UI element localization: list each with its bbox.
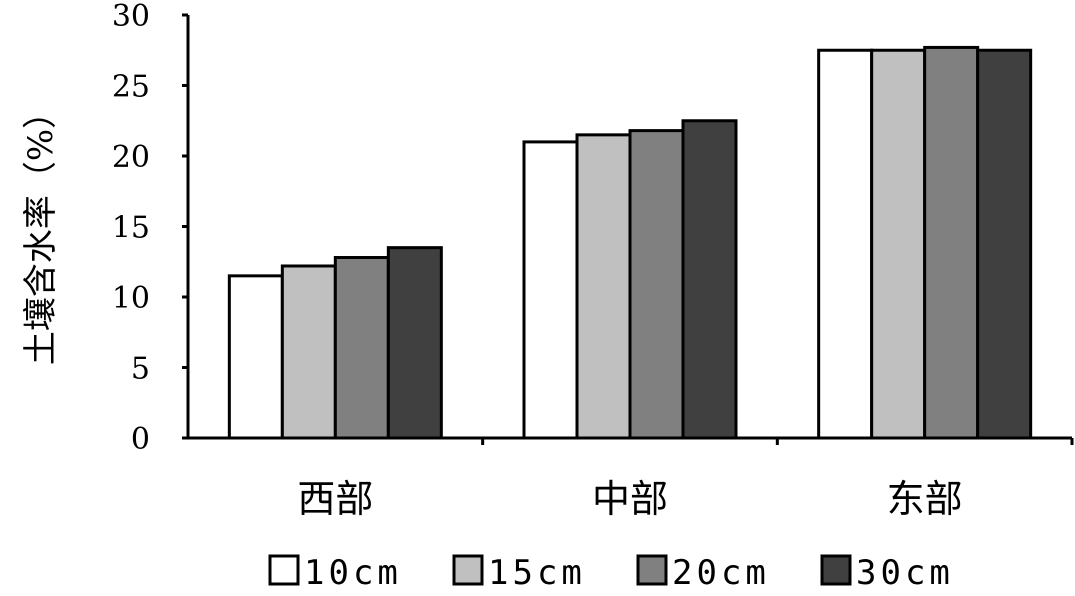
y-tick-label: 5 (131, 352, 150, 387)
legend-swatch-15cm (452, 554, 484, 586)
x-labels-group: 西部 中部 东部 (297, 477, 962, 521)
bar-10cm-2 (817, 48, 874, 440)
y-tick-label: 10 (112, 281, 150, 316)
y-tick-label: 20 (112, 140, 150, 175)
x-category-label: 东部 (887, 477, 963, 521)
bar-20cm-1 (628, 129, 685, 440)
legend-label-10cm: 10cm (304, 553, 402, 593)
y-ticks-group: 0 5 10 15 20 25 30 (112, 0, 188, 457)
bar-30cm-0 (386, 246, 443, 440)
y-tick-label: 0 (131, 422, 150, 457)
legend-label-30cm: 30cm (856, 553, 954, 593)
legend-swatch-30cm (820, 554, 852, 586)
bars-group (227, 45, 1033, 440)
bar-15cm-1 (575, 133, 632, 440)
bar-30cm-2 (976, 48, 1033, 440)
legend-swatch-10cm (268, 554, 300, 586)
y-tick-label: 25 (112, 70, 150, 105)
bar-30cm-1 (681, 119, 738, 440)
bar-15cm-0 (280, 264, 337, 440)
legend-swatch-20cm (636, 554, 668, 586)
bar-10cm-0 (227, 274, 284, 440)
bar-15cm-2 (870, 48, 927, 440)
x-category-label: 中部 (592, 477, 668, 521)
y-tick-label: 15 (112, 211, 150, 246)
legend-label-20cm: 20cm (672, 553, 770, 593)
bar-20cm-2 (923, 45, 980, 440)
bar-10cm-1 (522, 140, 579, 440)
y-axis-title: 土壤含水率（%） (21, 95, 61, 365)
legend-label-15cm: 15cm (488, 553, 586, 593)
x-category-label: 西部 (297, 477, 373, 521)
bar-20cm-0 (333, 256, 390, 440)
y-tick-label: 30 (112, 0, 150, 34)
legend: 10cm 15cm 20cm 30cm (268, 553, 954, 593)
